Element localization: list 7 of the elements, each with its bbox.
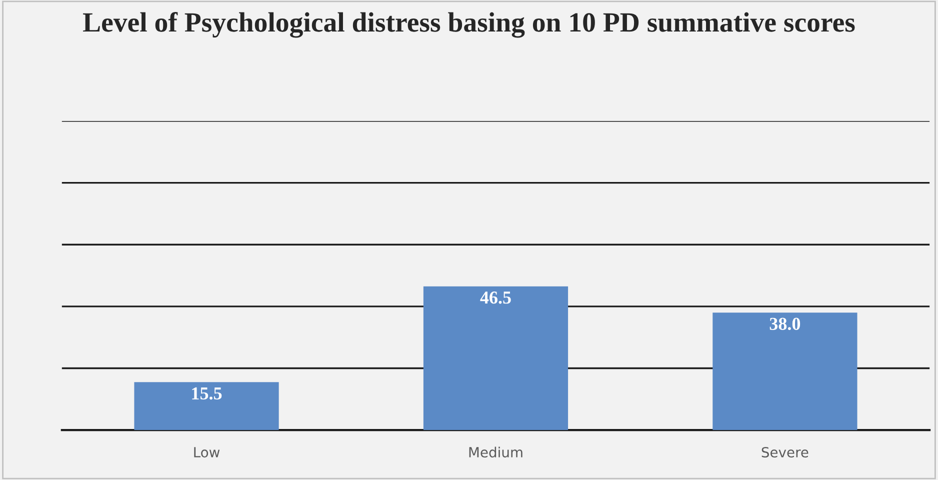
x-tick-label: Medium	[469, 446, 522, 458]
data-label: 38.0	[770, 318, 800, 330]
x-tick-label: Severe	[762, 446, 808, 458]
data-label: 46.5	[480, 292, 511, 304]
data-label: 15.5	[192, 387, 222, 400]
x-tick-label: Low	[194, 447, 220, 458]
chart-title: Level of Psychological distress basing on 10 PD summative scores	[83, 12, 855, 38]
